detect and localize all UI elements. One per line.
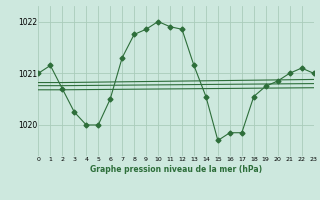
X-axis label: Graphe pression niveau de la mer (hPa): Graphe pression niveau de la mer (hPa) [90, 165, 262, 174]
